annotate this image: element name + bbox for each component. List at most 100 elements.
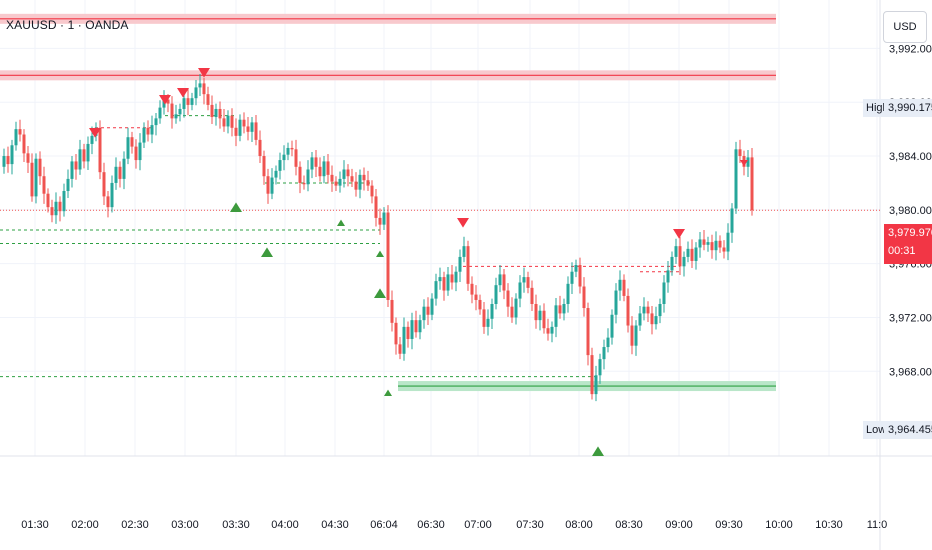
candle-body	[446, 274, 450, 291]
candle-body	[174, 114, 178, 119]
candle-body	[418, 320, 422, 333]
candle-body	[662, 282, 666, 304]
time-tick-label: 11:0	[867, 519, 888, 531]
candle-body	[454, 271, 458, 283]
sell-signal-marker	[159, 95, 171, 105]
candle-body	[690, 248, 694, 261]
candle-body	[570, 271, 574, 284]
candle-body	[510, 306, 514, 318]
candle-body	[102, 172, 106, 197]
candle-body	[550, 326, 554, 334]
candle-body	[706, 242, 710, 245]
candle-body	[110, 182, 114, 208]
candle-body	[290, 147, 294, 150]
candle-body	[602, 347, 606, 360]
candle-body	[314, 157, 318, 167]
candle-body	[702, 239, 706, 245]
candle-body	[654, 316, 658, 325]
candle-body	[666, 270, 670, 283]
candle-body	[430, 298, 434, 315]
candle-body	[458, 256, 462, 272]
time-tick-label: 09:30	[715, 519, 743, 531]
candle-body	[270, 177, 274, 194]
candle-body	[6, 156, 10, 165]
candle-body	[426, 306, 430, 315]
symbol-title[interactable]: XAUUSD · 1 · OANDA	[6, 18, 129, 32]
candle-body	[182, 98, 186, 109]
candle-body	[202, 83, 206, 95]
time-tick-label: 04:30	[321, 519, 349, 531]
sell-signal-marker	[740, 160, 748, 167]
candle-body	[442, 277, 446, 291]
candle-body	[330, 174, 334, 182]
candle-body	[18, 129, 22, 135]
candle-body	[258, 139, 262, 157]
candle-body	[726, 232, 730, 252]
candle-body	[230, 115, 234, 128]
candle-body	[70, 161, 74, 179]
candle-body	[126, 137, 130, 159]
candle-body	[282, 154, 286, 161]
candle-body	[714, 240, 718, 251]
price-tick-label: 3,992.000	[889, 43, 932, 55]
candle-body	[586, 308, 590, 356]
buy-signal-marker	[592, 446, 604, 456]
candle-body	[306, 169, 310, 185]
candle-body	[74, 161, 78, 170]
candle-body	[738, 149, 742, 157]
candle-body	[386, 212, 390, 300]
time-tick-label: 02:30	[121, 519, 149, 531]
sell-signal-marker	[198, 68, 210, 78]
candle-body	[90, 135, 94, 144]
candle-body	[574, 264, 578, 272]
candle-body	[730, 208, 734, 233]
price-tick-label: 3,984.000	[889, 151, 932, 163]
candle-body	[38, 158, 42, 177]
price-tick-label: 3,968.000	[889, 366, 932, 378]
candle-body	[434, 281, 438, 299]
candle-body	[438, 277, 442, 282]
sell-signal-marker	[673, 229, 685, 239]
candle-body	[334, 181, 338, 186]
candle-body	[266, 176, 270, 194]
candle-body	[682, 256, 686, 267]
low-label: Low	[863, 421, 890, 439]
candle-body	[646, 306, 650, 314]
candle-body	[486, 318, 490, 327]
candle-body	[50, 207, 54, 216]
candle-body	[118, 166, 122, 179]
candle-body	[254, 122, 258, 140]
candle-body	[482, 309, 486, 327]
candle-body	[694, 247, 698, 261]
time-tick-label: 10:30	[815, 519, 843, 531]
candle-body	[54, 201, 58, 216]
candle-body	[338, 178, 342, 186]
candle-body	[378, 217, 382, 225]
currency-button[interactable]: USD	[883, 11, 927, 43]
candle-body	[194, 87, 198, 99]
candle-body	[170, 103, 174, 119]
candle-body	[146, 127, 150, 135]
candle-body	[210, 104, 214, 118]
candle-body	[238, 119, 242, 136]
candle-body	[554, 305, 558, 327]
time-tick-label: 06:04	[370, 519, 398, 531]
candle-body	[710, 242, 714, 251]
candle-body	[410, 320, 414, 339]
candle-body	[294, 149, 298, 167]
candle-body	[14, 129, 18, 146]
candle-body	[42, 176, 46, 194]
candle-body	[138, 142, 142, 161]
candle-body	[686, 248, 690, 257]
candle-body	[222, 118, 226, 127]
candle-body	[322, 161, 326, 177]
buy-signal-marker	[376, 250, 384, 257]
candle-body	[598, 359, 602, 376]
candle-body	[134, 146, 138, 161]
buy-signal-marker	[384, 389, 392, 396]
time-tick-label: 07:30	[516, 519, 544, 531]
candle-body	[10, 145, 14, 165]
candle-body	[526, 277, 530, 288]
